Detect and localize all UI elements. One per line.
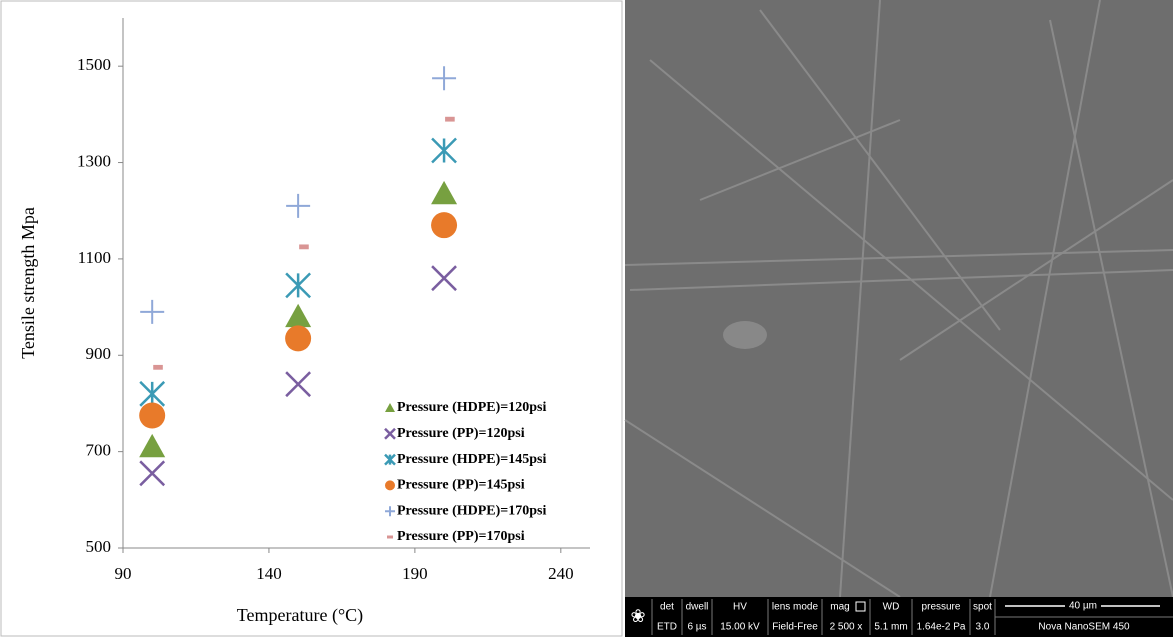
sem-value: Field-Free xyxy=(772,622,818,633)
sem-image xyxy=(625,0,1173,597)
data-point xyxy=(445,117,455,122)
sem-value: ETD xyxy=(657,622,677,633)
legend-marker xyxy=(387,536,393,539)
sem-header: spot xyxy=(973,602,992,613)
sem-header: det xyxy=(660,602,674,613)
legend-label: Pressure (HDPE)=145psi xyxy=(397,452,547,467)
sem-value: 15.00 kV xyxy=(720,622,760,633)
legend-label: Pressure (PP)=145psi xyxy=(397,478,525,493)
sem-header: pressure xyxy=(922,602,961,613)
y-tick-label: 700 xyxy=(86,441,112,460)
x-tick-label: 240 xyxy=(548,564,574,583)
legend-label: Pressure (PP)=170psi xyxy=(397,529,525,544)
sem-header: WD xyxy=(883,602,900,613)
data-point xyxy=(153,365,163,370)
x-tick-label: 190 xyxy=(402,564,428,583)
sem-value: 1.64e-2 Pa xyxy=(917,622,966,633)
sem-value: 6 µs xyxy=(687,622,706,633)
sem-logo: ❀ xyxy=(630,606,645,626)
data-point xyxy=(139,403,165,429)
legend-label: Pressure (PP)=120psi xyxy=(397,426,525,441)
sem-header: HV xyxy=(733,602,747,613)
data-point xyxy=(431,212,457,238)
x-axis-title: Temperature (°C) xyxy=(237,605,363,626)
figure: ❀ det ETD dwell 6 µs HV 15.00 kV lens mode Field… xyxy=(0,0,1173,637)
y-tick-label: 1100 xyxy=(78,248,111,267)
x-tick-label: 90 xyxy=(115,564,132,583)
legend-label: Pressure (HDPE)=170psi xyxy=(397,503,547,518)
y-tick-label: 1300 xyxy=(77,151,111,170)
y-tick-label: 500 xyxy=(86,537,112,556)
sem-value: 3.0 xyxy=(976,622,990,633)
sem-value: 5.1 mm xyxy=(874,622,907,633)
legend-marker xyxy=(385,480,395,490)
sem-header: mag xyxy=(830,602,849,613)
sem-particle xyxy=(723,321,767,349)
y-tick-label: 900 xyxy=(86,344,112,363)
x-tick-label: 140 xyxy=(256,564,282,583)
sem-header: dwell xyxy=(686,602,709,613)
y-axis-title: Tensile strength Mpa xyxy=(18,207,38,359)
y-tick-label: 1500 xyxy=(77,55,111,74)
sem-header: lens mode xyxy=(772,602,819,613)
sem-value: 2 500 x xyxy=(830,622,863,633)
legend-label: Pressure (HDPE)=120psi xyxy=(397,400,547,415)
data-point xyxy=(299,244,309,249)
scale-bar-label: 40 µm xyxy=(1069,601,1097,612)
sem-instrument: Nova NanoSEM 450 xyxy=(1038,622,1130,633)
data-point xyxy=(285,325,311,351)
sem-background xyxy=(625,0,1173,597)
